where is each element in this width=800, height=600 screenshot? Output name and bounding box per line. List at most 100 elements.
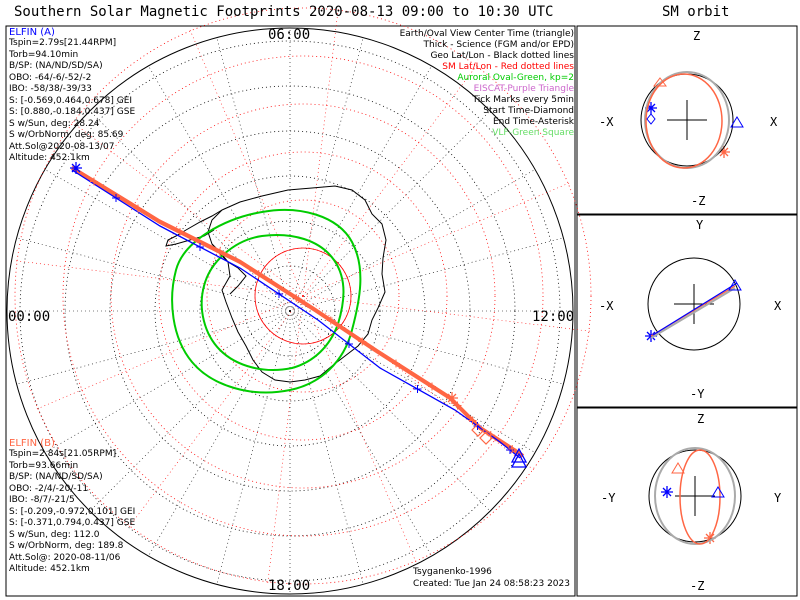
geo-lat-circle bbox=[154, 175, 426, 447]
probe-a-lines: Tspin=2.79s[21.44RPM] Torb=94.10min B/SP: … bbox=[9, 38, 135, 165]
sm-meridian bbox=[35, 295, 304, 410]
orbit-panels bbox=[640, 71, 744, 545]
orbit-axis-label-top: Z bbox=[693, 29, 701, 43]
antarctica-coastline bbox=[207, 185, 387, 383]
probe-info-line: Tspin=2.79s[21.44RPM] bbox=[9, 38, 117, 48]
probe-a-end-asterisk bbox=[70, 162, 82, 174]
probe-info-line: Altitude: 452.1km bbox=[9, 153, 90, 163]
time-label-bottom: 18:00 bbox=[268, 578, 311, 594]
orbit-marker-a-yz bbox=[711, 486, 725, 498]
legend-item: Auroral Oval-Green, kp=2 bbox=[457, 73, 574, 83]
probe-b-tick bbox=[326, 316, 335, 325]
geo-lat-circle bbox=[19, 40, 561, 582]
time-label-right: 12:00 bbox=[532, 309, 575, 325]
probe-info-line: S w/OrbNorm, deg: 85.69 bbox=[9, 130, 124, 140]
probe-b-tick bbox=[358, 337, 367, 346]
probe-b-start-diamond bbox=[471, 423, 485, 437]
geo-meridian bbox=[148, 65, 291, 312]
orbit-axis-label-right: X bbox=[770, 115, 778, 129]
sm-pole-circle bbox=[254, 247, 352, 345]
probe-info-line: Altitude: 452.1km bbox=[9, 564, 90, 574]
probe-info-line: Tspin=2.84s[21.05RPM] bbox=[9, 449, 117, 459]
probe-info-line: S w/Sun, deg: 112.0 bbox=[9, 529, 100, 540]
probe-info-line: S: [-0.569,0.464,0.678] GEI bbox=[9, 95, 133, 106]
probe-info-line: Att.Sol@2020-08-13/07 bbox=[9, 141, 115, 152]
probe-info-line: S: [-0.371,0.794,0.437] GSE bbox=[9, 518, 136, 528]
probe-a-tick bbox=[345, 340, 353, 348]
legend-item: VLF-Green Square bbox=[492, 128, 574, 138]
orbit-trace-c-xy bbox=[652, 282, 738, 336]
sm-lat-circle bbox=[62, 55, 544, 537]
probe-info-line: Torb=93.66min bbox=[9, 460, 79, 471]
sm-meridian bbox=[302, 295, 417, 564]
geo-lat-circle bbox=[199, 220, 381, 402]
orbit-axis-label-left: -X bbox=[599, 299, 614, 313]
sm-lat-circle bbox=[110, 103, 496, 489]
orbit-axis-label-top: Y bbox=[696, 218, 704, 232]
geo-meridian bbox=[289, 169, 536, 312]
time-label-top: 06:00 bbox=[268, 27, 311, 43]
footprint-tracks bbox=[70, 102, 730, 544]
orbit-frame-xz bbox=[576, 25, 798, 215]
legend-item: EISCAT-Purple Triangle bbox=[473, 84, 574, 94]
probe-info-line: S: [0.880,-0.184,0.437] GSE bbox=[9, 107, 136, 117]
model-credit: Tsyganenko-1996 bbox=[413, 567, 492, 577]
probe-b-tick bbox=[134, 204, 142, 213]
orbit-diamond-a-xz bbox=[646, 113, 656, 125]
orbit-marker-a-xy bbox=[728, 279, 742, 291]
probe-b-tick bbox=[90, 177, 98, 186]
sm-meridian bbox=[189, 28, 304, 297]
orbit-title: SM orbit bbox=[662, 4, 730, 20]
sm-lat-circle bbox=[158, 151, 448, 441]
probe-a-tick bbox=[196, 243, 204, 251]
earth-circle-2 bbox=[647, 257, 741, 351]
probe-b-tick bbox=[453, 401, 462, 410]
probe-info-line: S: [-0.209,-0.972,0.101] GEI bbox=[9, 506, 136, 517]
legend-item: SM Lat/Lon - Red dotted lines bbox=[442, 62, 574, 72]
probe-info-line: IBO: -58/38/-39/33 bbox=[9, 84, 92, 94]
probe-b-tick bbox=[392, 359, 400, 368]
geo-meridian bbox=[148, 310, 291, 557]
auroral-oval bbox=[171, 208, 362, 394]
probe-info-line: B/SP: (NA/ND/SD/SA) bbox=[9, 472, 103, 482]
view-center-triangle-a bbox=[510, 447, 528, 463]
geo-meridian bbox=[289, 310, 432, 557]
probe-b-tick bbox=[292, 294, 301, 302]
probe-b-info: ELFIN (B) Tspin=2.84s[21.05RPM] Torb=93.6… bbox=[9, 439, 135, 576]
sm-meridian bbox=[15, 260, 304, 297]
probe-b-tick bbox=[468, 416, 477, 425]
geo-meridian bbox=[16, 310, 291, 385]
orbit-asterisk-a-yz bbox=[661, 486, 673, 498]
sm-meridian bbox=[128, 295, 304, 528]
probe-b-lines: Tspin=2.84s[21.05RPM] Torb=93.66min B/SP: … bbox=[9, 449, 135, 576]
probe-b-tick bbox=[428, 382, 436, 391]
probe-info-line: IBO: -8/7/-21/5 bbox=[9, 495, 75, 505]
probe-info-line: Att.Sol@: 2020-08-11/06 bbox=[9, 552, 121, 563]
orbit-frame-xy bbox=[576, 214, 798, 408]
probe-a-tick bbox=[413, 385, 422, 393]
polar-plot-frame bbox=[5, 25, 576, 597]
legend-item: End Time-Asterisk bbox=[492, 117, 574, 127]
orbit-axis-label-bottom: -Z bbox=[691, 194, 706, 208]
sm-meridian bbox=[302, 295, 591, 332]
orbit-marker-b-yz bbox=[671, 462, 685, 474]
probe-b-footprint-thick bbox=[70, 166, 525, 458]
geo-meridian bbox=[289, 237, 564, 312]
probe-info-line: OBO: -64/-6/-52/-2 bbox=[9, 72, 92, 83]
orbit-frame-yz bbox=[576, 407, 798, 597]
geo-meridian bbox=[289, 310, 536, 453]
geo-latlon-grid bbox=[6, 27, 574, 595]
probe-b-tick bbox=[508, 445, 517, 453]
orbit-axis-label-left: -Y bbox=[601, 491, 616, 505]
geo-outer-circle bbox=[6, 27, 574, 595]
orbit-asterisk-a-xz bbox=[645, 102, 657, 114]
sm-lat-circle bbox=[14, 7, 592, 585]
orbit-axis-label-bottom: -Z bbox=[690, 579, 705, 593]
legend-item: Start Time-Diamond bbox=[483, 106, 574, 116]
probe-b-tick bbox=[254, 270, 263, 278]
legend-item: Thick - Science (FGM and/or EPD) bbox=[423, 40, 574, 50]
orbit-asterisk-b-xz bbox=[718, 146, 730, 158]
probe-info-line: B/SP: (NA/ND/SD/SA) bbox=[9, 61, 103, 71]
legend-item: Tick Marks every 5min bbox=[472, 95, 574, 105]
